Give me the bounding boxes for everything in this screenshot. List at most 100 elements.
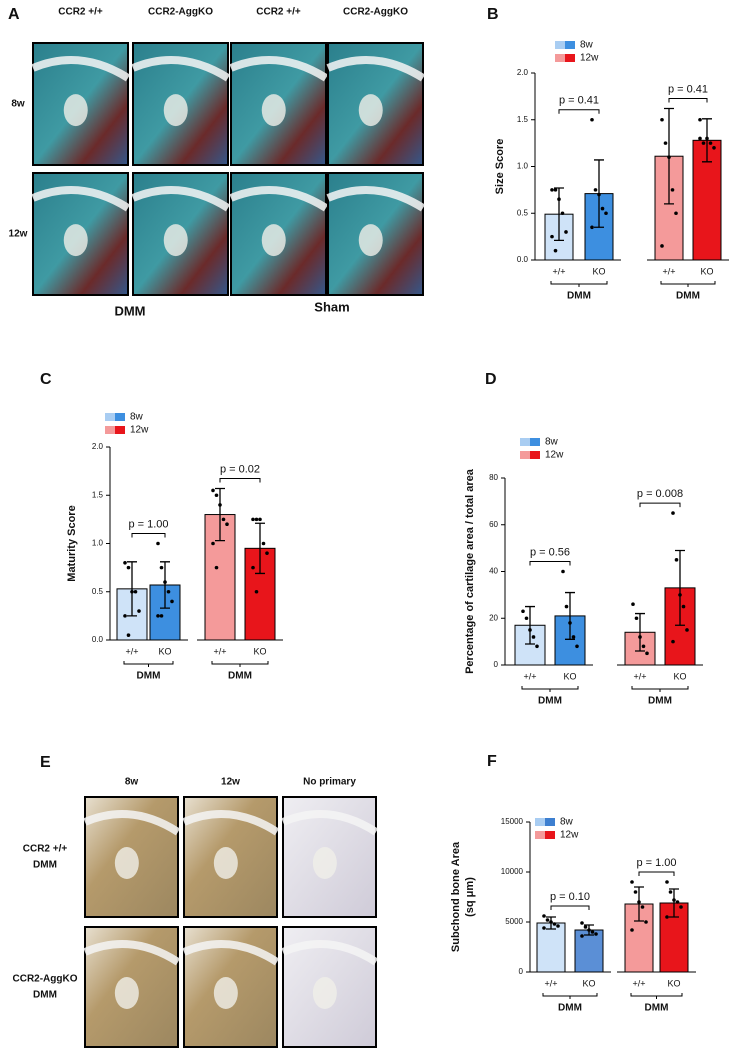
data-point (211, 541, 215, 546)
column-header: No primary (303, 777, 356, 788)
row-label: 8w (11, 99, 25, 110)
group-brace (123, 661, 174, 667)
y-tick-label: 0 (519, 967, 524, 976)
legend-label: 8w (560, 817, 574, 828)
legend-swatch (115, 426, 125, 434)
significance-bracket (529, 561, 571, 566)
p-value: p = 0.41 (668, 83, 708, 95)
legend-label: 8w (545, 437, 559, 448)
data-point (575, 644, 579, 649)
error-bar (702, 118, 712, 163)
data-point (600, 206, 605, 211)
tissue-edge (83, 810, 181, 836)
tissue-edge (131, 186, 231, 212)
bone-space (114, 847, 139, 879)
p-value: p = 0.56 (530, 546, 570, 558)
data-point (552, 922, 557, 926)
x-tick-label: KO (700, 266, 713, 276)
data-point (123, 561, 127, 565)
legend-label: 12w (580, 53, 599, 64)
bone-space (163, 224, 188, 257)
legend-swatch (545, 818, 555, 826)
group-label: DMM (645, 1003, 669, 1014)
x-tick-label: +/+ (213, 646, 226, 656)
bone-space (213, 847, 238, 879)
legend-label: 8w (580, 40, 594, 51)
data-point (641, 644, 646, 649)
data-point (542, 914, 546, 918)
significance-bracket (131, 533, 166, 538)
data-point (553, 248, 558, 253)
y-tick-label: 0.5 (92, 587, 104, 596)
data-point (708, 141, 713, 145)
group-label: Sham (314, 299, 349, 314)
column-header: CCR2-AggKO (148, 7, 213, 18)
group-brace (521, 686, 579, 692)
error-bar (127, 561, 137, 617)
data-point (644, 920, 648, 924)
x-tick-label: KO (667, 978, 680, 988)
data-point (698, 117, 702, 122)
data-point (663, 141, 668, 145)
row-label: CCR2-AggKO (13, 974, 78, 985)
data-point (251, 517, 255, 522)
x-tick-label: KO (592, 266, 605, 276)
p-value: p = 0.008 (637, 488, 683, 500)
error-bar (525, 605, 535, 645)
y-tick-label: 15000 (501, 817, 524, 826)
data-point (670, 188, 675, 192)
data-point (542, 926, 546, 930)
y-tick-label: 5000 (505, 917, 523, 926)
data-point (561, 569, 565, 574)
data-point (521, 609, 525, 614)
data-point (638, 635, 642, 639)
significance-bracket (668, 98, 708, 103)
bone-space (358, 224, 383, 257)
data-point (674, 211, 678, 216)
p-value: p = 0.02 (220, 463, 260, 475)
legend-swatch (520, 438, 530, 446)
group-label: DMM (558, 1003, 582, 1014)
x-tick-label: +/+ (662, 266, 675, 276)
column-header: 8w (125, 777, 139, 788)
legend-swatch (115, 413, 125, 421)
row-label: DMM (33, 860, 57, 871)
group-label: DMM (676, 291, 700, 302)
column-header: 12w (221, 777, 240, 788)
significance-bracket (639, 502, 681, 508)
data-point (672, 898, 676, 902)
data-point (675, 900, 680, 904)
data-point (665, 915, 669, 919)
p-value: p = 1.00 (128, 518, 168, 530)
group-brace (542, 993, 598, 999)
x-tick-label: +/+ (523, 671, 536, 681)
group-label: DMM (228, 671, 252, 682)
p-value: p = 0.41 (559, 95, 599, 107)
error-bar (669, 888, 679, 918)
column-header: CCR2-AggKO (343, 7, 408, 18)
y-tick-label: 1.0 (517, 162, 529, 171)
data-point (535, 644, 539, 649)
p-value: p = 1.00 (636, 857, 676, 869)
data-point (668, 890, 673, 894)
legend-label: 8w (130, 412, 144, 423)
data-point (633, 890, 638, 894)
data-point (685, 628, 689, 632)
data-point (594, 932, 598, 936)
p-value: p = 0.10 (550, 891, 590, 903)
data-point (159, 565, 164, 570)
data-point (660, 117, 664, 122)
x-tick-label: KO (673, 671, 686, 681)
data-point (712, 146, 716, 150)
error-bar (554, 187, 564, 242)
data-point (170, 599, 174, 604)
x-tick-label: KO (253, 646, 266, 656)
y-tick-label: 20 (489, 613, 498, 622)
legend-swatch (520, 451, 530, 459)
tissue-edge (182, 810, 280, 836)
legend-label: 12w (545, 450, 564, 461)
data-point (590, 930, 595, 934)
data-point (568, 621, 572, 625)
data-point (593, 188, 598, 192)
y-tick-label: 2.0 (517, 68, 529, 77)
